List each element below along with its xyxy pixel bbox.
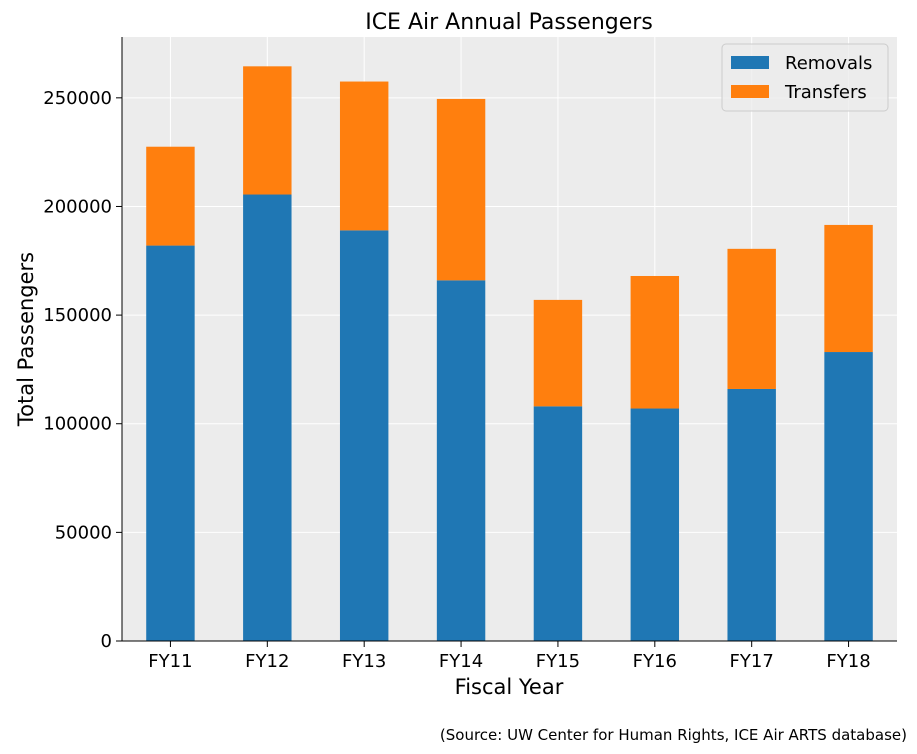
y-tick-label: 50000 — [55, 522, 112, 543]
bar-transfers-fy14 — [436, 98, 486, 281]
source-note: (Source: UW Center for Human Rights, ICE… — [439, 726, 907, 744]
bar-transfers-fy12 — [243, 66, 292, 195]
bar-removals-fy17 — [727, 388, 776, 641]
bar-transfers-fy16 — [630, 275, 680, 409]
chart-title: ICE Air Annual Passengers — [365, 10, 653, 35]
x-tick-label: FY12 — [245, 651, 289, 672]
legend-swatch-removals — [731, 56, 769, 69]
y-tick-label: 250000 — [43, 88, 112, 109]
bar-removals-fy15 — [533, 406, 583, 641]
x-tick-labels: FY11 FY12 FY13 FY14 FY15 FY16 FY17 FY18 — [148, 641, 871, 672]
bar-removals-fy14 — [436, 280, 486, 641]
legend-label-removals: Removals — [785, 53, 872, 74]
x-tick-label: FY11 — [148, 651, 192, 672]
x-tick-label: FY16 — [633, 651, 677, 672]
bar-removals-fy18 — [824, 352, 873, 641]
legend-label-transfers: Transfers — [784, 82, 867, 103]
bars-group — [146, 66, 873, 641]
legend-swatch-transfers — [731, 85, 769, 98]
x-axis-label: Fiscal Year — [455, 675, 564, 699]
x-tick-label: FY13 — [342, 651, 386, 672]
y-tick-labels: 0 50000 100000 150000 200000 250000 — [43, 88, 122, 652]
x-tick-label: FY17 — [730, 651, 774, 672]
x-tick-label: FY18 — [826, 651, 870, 672]
y-tick-label: 150000 — [43, 305, 112, 326]
bar-transfers-fy15 — [533, 299, 583, 407]
x-tick-label: FY14 — [439, 651, 483, 672]
y-axis-label: Total Passengers — [14, 252, 38, 427]
bar-transfers-fy13 — [339, 81, 389, 231]
bar-removals-fy16 — [630, 408, 680, 641]
bar-removals-fy11 — [146, 245, 195, 641]
bar-transfers-fy17 — [727, 248, 776, 389]
x-tick-label: FY15 — [536, 651, 580, 672]
bar-transfers-fy18 — [824, 224, 873, 353]
y-tick-label: 0 — [101, 631, 112, 652]
bar-transfers-fy11 — [146, 146, 195, 246]
y-tick-label: 200000 — [43, 196, 112, 217]
bar-removals-fy13 — [339, 230, 389, 641]
legend: Removals Transfers — [721, 43, 889, 112]
plot-background — [122, 37, 897, 641]
y-tick-label: 100000 — [43, 414, 112, 435]
bar-removals-fy12 — [243, 194, 292, 641]
